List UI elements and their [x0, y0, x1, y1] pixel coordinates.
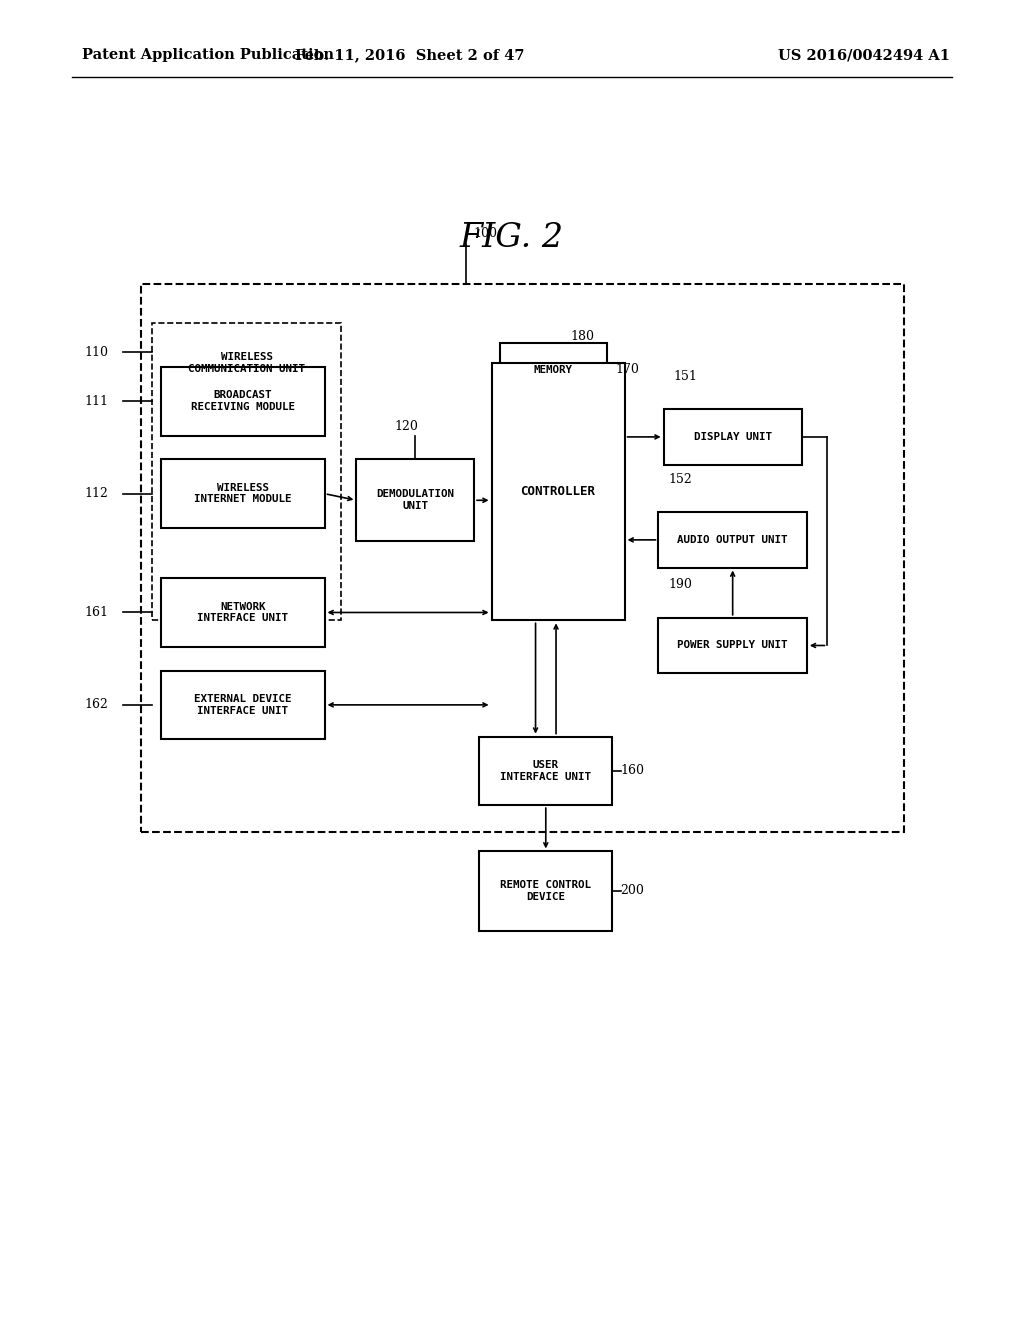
- Bar: [161, 578, 325, 647]
- Bar: [492, 363, 625, 620]
- Text: 110: 110: [84, 346, 108, 359]
- Text: REMOTE CONTROL
DEVICE: REMOTE CONTROL DEVICE: [501, 880, 591, 902]
- Text: EXTERNAL DEVICE
INTERFACE UNIT: EXTERNAL DEVICE INTERFACE UNIT: [194, 694, 292, 715]
- Text: AUDIO OUTPUT UNIT: AUDIO OUTPUT UNIT: [678, 535, 787, 545]
- Text: USER
INTERFACE UNIT: USER INTERFACE UNIT: [501, 760, 591, 781]
- Text: 161: 161: [84, 606, 108, 619]
- Bar: [141, 284, 904, 832]
- Text: DISPLAY UNIT: DISPLAY UNIT: [693, 432, 772, 442]
- Text: 170: 170: [615, 363, 639, 376]
- Text: 152: 152: [669, 473, 692, 486]
- Text: 190: 190: [669, 578, 692, 591]
- Text: 111: 111: [84, 395, 108, 408]
- Text: 162: 162: [84, 698, 108, 711]
- Text: 100: 100: [473, 227, 497, 240]
- Text: NETWORK
INTERFACE UNIT: NETWORK INTERFACE UNIT: [198, 602, 288, 623]
- Text: FIG. 2: FIG. 2: [460, 222, 564, 253]
- Text: 112: 112: [84, 487, 108, 500]
- Bar: [658, 618, 807, 673]
- Text: 151: 151: [674, 370, 697, 383]
- Bar: [356, 459, 474, 541]
- Text: 120: 120: [394, 420, 419, 433]
- Text: 200: 200: [621, 884, 644, 898]
- Text: CONTROLLER: CONTROLLER: [520, 486, 596, 498]
- Bar: [479, 737, 612, 805]
- Text: Feb. 11, 2016  Sheet 2 of 47: Feb. 11, 2016 Sheet 2 of 47: [295, 49, 524, 62]
- Text: POWER SUPPLY UNIT: POWER SUPPLY UNIT: [678, 640, 787, 651]
- Text: Patent Application Publication: Patent Application Publication: [82, 49, 334, 62]
- Bar: [152, 323, 341, 620]
- Text: MEMORY: MEMORY: [534, 364, 573, 375]
- Bar: [161, 671, 325, 739]
- Text: WIRELESS
COMMUNICATION UNIT: WIRELESS COMMUNICATION UNIT: [188, 352, 305, 374]
- Text: BROADCAST
RECEIVING MODULE: BROADCAST RECEIVING MODULE: [190, 391, 295, 412]
- Bar: [500, 343, 607, 396]
- Text: 160: 160: [621, 764, 644, 777]
- Text: DEMODULATION
UNIT: DEMODULATION UNIT: [376, 490, 455, 511]
- Bar: [664, 409, 802, 465]
- Bar: [479, 851, 612, 931]
- Text: US 2016/0042494 A1: US 2016/0042494 A1: [778, 49, 950, 62]
- Bar: [658, 512, 807, 568]
- Bar: [161, 459, 325, 528]
- Bar: [161, 367, 325, 436]
- Text: WIRELESS
INTERNET MODULE: WIRELESS INTERNET MODULE: [194, 483, 292, 504]
- Text: 180: 180: [570, 330, 594, 343]
